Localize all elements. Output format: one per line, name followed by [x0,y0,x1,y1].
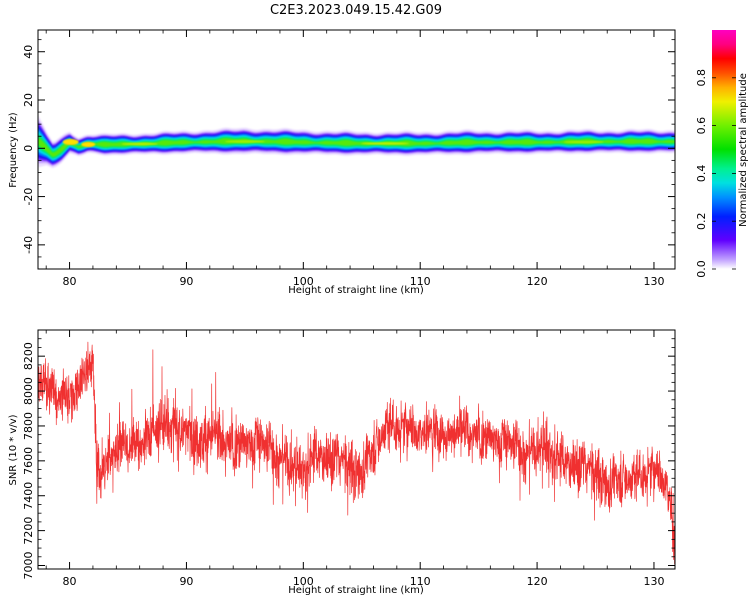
x-tick-label: 130 [643,575,664,588]
x-tick-label: 80 [63,275,77,288]
spectrogram-peak [62,139,79,146]
colorbar-bar [712,30,736,269]
colorbar-ticks: 0.0 0.2 0.4 0.6 0.8 [695,69,736,278]
chart-title: C2E3.2023.049.15.42.G09 [270,3,442,18]
colorbar-tick-label: 0.8 [695,69,708,87]
spectrogram-peak [121,142,158,146]
x-tick-label: 100 [293,575,314,588]
y-tick-label: 8200 [22,342,35,370]
y-tick-label: 40 [22,45,35,59]
spectrogram-ylabel: Frequency (Hz) [8,112,19,188]
x-tick-label: 90 [179,275,193,288]
y-tick-label: 7000 [22,552,35,580]
spectrogram-band [38,137,675,157]
spectrogram-peak [81,141,96,148]
spectrogram-frame [37,29,676,270]
spectrogram-band [38,133,675,159]
spectrogram-axes: 80 90 100 110 120 130 -40 -20 0 20 40 [22,30,675,288]
x-tick-label: 100 [293,275,314,288]
y-tick-label: 8000 [22,377,35,405]
colorbar-tick-label: 0.2 [695,212,708,230]
spectrogram-panel: 80 90 100 110 120 130 -40 -20 0 20 40 Height of st… [8,29,676,296]
y-tick-label: 7600 [22,447,35,475]
y-tick-label: 20 [22,93,35,107]
snr-axes: 80 90 100 110 120 130 7000 7200 7400 7600 7800 8000… [22,329,675,588]
colorbar-tick-label: 0.0 [695,260,708,278]
x-tick-label: 120 [527,575,548,588]
y-tick-label: 7800 [22,412,35,440]
x-tick-label: 110 [410,575,431,588]
x-tick-label: 110 [410,275,431,288]
spectrogram-peak [563,140,604,144]
colorbar-label: Normalized spectral amplitude [738,73,749,227]
y-tick-label: 7200 [22,517,35,545]
snr-xlabel: Height of straight line (km) [288,585,424,596]
y-tick-label: -20 [22,188,35,206]
colorbar-tick-label: 0.6 [695,117,708,135]
y-tick-label: 7400 [22,482,35,510]
x-tick-label: 120 [527,275,548,288]
snr-ylabel: SNR (10 * v/v) [8,414,19,485]
x-tick-label: 90 [179,575,193,588]
snr-panel: 80 90 100 110 120 130 7000 7200 7400 7600 7800 8000… [8,329,676,596]
y-tick-label: -40 [22,236,35,254]
colorbar-tick-label: 0.4 [695,165,708,183]
x-tick-label: 130 [643,275,664,288]
colorbar: 0.0 0.2 0.4 0.6 0.8 Normalized spectral ampl… [695,30,749,278]
spectrogram-xlabel: Height of straight line (km) [288,285,424,296]
snr-series-line [38,341,675,565]
snr-frame [37,329,676,570]
spectrogram-peak [361,142,410,145]
spectrogram-peak [224,140,265,143]
y-tick-label: 0 [22,145,35,152]
spectrogram-heatmap [38,115,675,169]
x-tick-label: 80 [63,575,77,588]
